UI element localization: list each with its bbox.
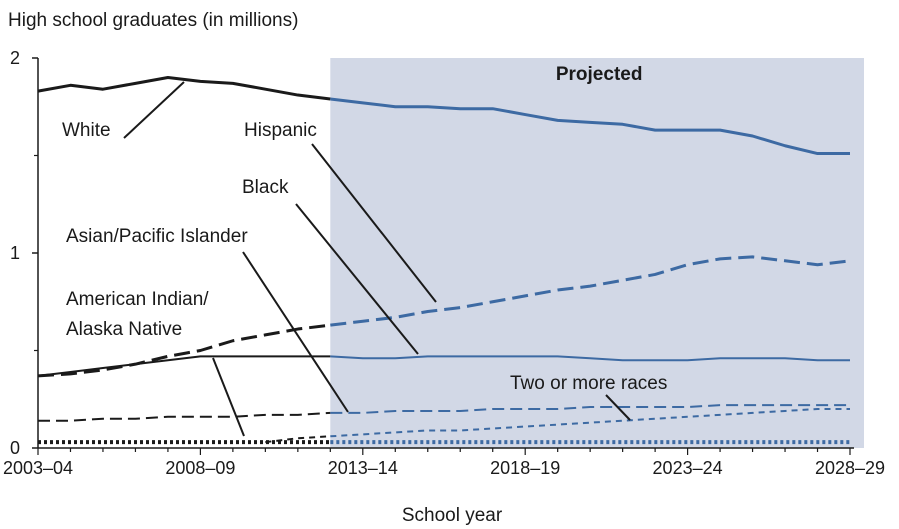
y-tick-label: 1 [10,243,20,263]
series-line-historical [37,76,331,101]
x-axis-title: School year [402,505,503,526]
series-line-projected [330,408,850,438]
leader-line [212,357,245,437]
leader-line [295,203,419,355]
x-tick-label: 2028–29 [815,458,885,478]
series-line-projected [330,97,850,156]
series-line-projected [330,255,851,327]
x-ticks: 2003–04 2008–09 2013–14 2018–19 2023–24 2028–… [3,448,885,478]
y-ticks: 0 1 2 [10,48,38,458]
x-tick-label: 2008–09 [165,458,235,478]
leader-line [605,394,631,421]
x-tick-label: 2013–14 [328,458,398,478]
y-tick-label: 2 [10,48,20,68]
series-line-projected [330,404,850,414]
leader-line [123,81,185,139]
y-axis-title: High school graduates (in millions) [8,10,298,31]
leader-line [311,143,437,303]
series-label: Black [242,177,289,198]
x-tick-label: 2023–24 [653,458,723,478]
series-line-historical [37,355,331,377]
series-label: White [62,120,111,141]
series-label: Alaska Native [66,319,182,340]
x-tick-label: 2003–04 [3,458,73,478]
projected-label: Projected [556,64,643,85]
series-label: Two or more races [510,373,667,394]
series-label: Asian/Pacific Islander [66,226,248,247]
series-label: American Indian/ [66,289,209,310]
series-line-historical [38,411,331,422]
x-tick-label: 2018–19 [490,458,560,478]
series-line-historical [37,323,331,378]
annotations: White Hispanic Black Asian/Pacific Islander… [62,81,667,437]
y-tick-label: 0 [10,438,20,458]
leader-line [242,251,349,413]
series-layer [37,76,851,445]
series-line-projected [330,355,850,362]
series-label: Hispanic [244,120,317,141]
